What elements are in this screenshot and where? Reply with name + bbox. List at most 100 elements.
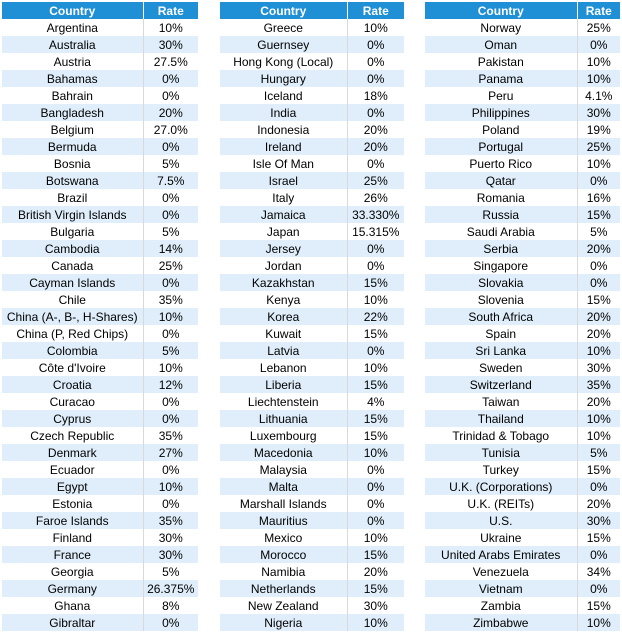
country-cell: Saudi Arabia (425, 223, 578, 240)
country-cell: Botswana (2, 172, 144, 189)
country-cell: South Africa (425, 308, 578, 325)
country-cell: Thailand (425, 410, 578, 427)
table-row: Malta 0% (220, 478, 404, 495)
country-cell: Ireland (220, 138, 348, 155)
country-cell: Canada (2, 257, 144, 274)
country-cell: Kazakhstan (220, 274, 348, 291)
country-cell: Curacao (2, 393, 144, 410)
table-row: Kenya 10% (220, 291, 404, 308)
rate-cell: 30% (577, 512, 620, 529)
table-body: Norway 25% Oman 0% Pakistan 10% Panama 10% Peru 4… (425, 19, 620, 631)
country-cell: Korea (220, 308, 348, 325)
rate-cell: 10% (577, 410, 620, 427)
rate-cell: 15% (577, 206, 620, 223)
table-row: Chile 35% (2, 291, 198, 308)
country-cell: Jersey (220, 240, 348, 257)
table-row: Bangladesh 20% (2, 104, 198, 121)
table-row: Bahrain 0% (2, 87, 198, 104)
country-cell: Germany (2, 580, 144, 597)
table-row: Ghana 8% (2, 597, 198, 614)
country-cell: British Virgin Islands (2, 206, 144, 223)
country-cell: Turkey (425, 461, 578, 478)
table-row: U.S. 30% (425, 512, 620, 529)
country-cell: Hungary (220, 70, 348, 87)
table-row: Taiwan 20% (425, 393, 620, 410)
rate-cell: 10% (347, 359, 404, 376)
rate-cell: 20% (577, 240, 620, 257)
country-cell: Denmark (2, 444, 144, 461)
table-row: Netherlands 15% (220, 580, 404, 597)
table-row: Thailand 10% (425, 410, 620, 427)
rate-cell: 0% (143, 70, 198, 87)
rate-cell: 0% (347, 155, 404, 172)
table-row: Georgia 5% (2, 563, 198, 580)
table-row: Bahamas 0% (2, 70, 198, 87)
table-row: Qatar 0% (425, 172, 620, 189)
table-row: Serbia 20% (425, 240, 620, 257)
rate-cell: 10% (347, 444, 404, 461)
country-cell: Jamaica (220, 206, 348, 223)
rate-cell: 10% (577, 614, 620, 631)
rate-cell: 30% (347, 597, 404, 614)
table-row: Slovenia 15% (425, 291, 620, 308)
country-cell: Cyprus (2, 410, 144, 427)
table-row: Romania 16% (425, 189, 620, 206)
rate-cell: 0% (143, 325, 198, 342)
table-row: Italy 26% (220, 189, 404, 206)
table-row: Liberia 15% (220, 376, 404, 393)
rate-cell: 10% (577, 53, 620, 70)
rate-cell: 19% (577, 121, 620, 138)
table-body: Argentina 10% Australia 30% Austria 27.5% Baha… (2, 19, 198, 631)
rate-cell: 15% (347, 546, 404, 563)
table-row: Guernsey 0% (220, 36, 404, 53)
country-cell: Vietnam (425, 580, 578, 597)
country-cell: Cambodia (2, 240, 144, 257)
rate-cell: 8% (143, 597, 198, 614)
rate-cell: 10% (577, 70, 620, 87)
rate-cell: 0% (143, 274, 198, 291)
country-cell: Ghana (2, 597, 144, 614)
country-cell: Bulgaria (2, 223, 144, 240)
rate-cell: 10% (577, 155, 620, 172)
table-row: Cambodia 14% (2, 240, 198, 257)
country-column-header: Country (220, 2, 348, 19)
rate-column-header: Rate (143, 2, 198, 19)
table-row: Kazakhstan 15% (220, 274, 404, 291)
table-row: Zimbabwe 10% (425, 614, 620, 631)
country-cell: Serbia (425, 240, 578, 257)
country-cell: Singapore (425, 257, 578, 274)
table-row: Brazil 0% (2, 189, 198, 206)
rate-cell: 0% (347, 104, 404, 121)
country-column-header: Country (2, 2, 144, 19)
table-row: Russia 15% (425, 206, 620, 223)
table-row: Saudi Arabia 5% (425, 223, 620, 240)
rate-cell: 16% (577, 189, 620, 206)
rate-cell: 0% (347, 257, 404, 274)
rate-cell: 0% (143, 495, 198, 512)
country-cell: Pakistan (425, 53, 578, 70)
rate-cell: 27.0% (143, 121, 198, 138)
rate-cell: 0% (143, 410, 198, 427)
country-cell: Panama (425, 70, 578, 87)
table-row: Ecuador 0% (2, 461, 198, 478)
country-cell: Guernsey (220, 36, 348, 53)
rate-cell: 5% (143, 563, 198, 580)
rate-cell: 0% (143, 87, 198, 104)
table-row: Latvia 0% (220, 342, 404, 359)
rate-cell: 0% (577, 257, 620, 274)
country-cell: Japan (220, 223, 348, 240)
rate-cell: 10% (143, 359, 198, 376)
country-cell: Portugal (425, 138, 578, 155)
country-cell: Brazil (2, 189, 144, 206)
rates-table-3: Country Rate Norway 25% Oman 0% Pakistan 10% P… (425, 2, 620, 631)
country-cell: Sri Lanka (425, 342, 578, 359)
rate-cell: 15% (347, 376, 404, 393)
country-cell: Côte d'Ivoire (2, 359, 144, 376)
table-row: Colombia 5% (2, 342, 198, 359)
table-row: Botswana 7.5% (2, 172, 198, 189)
table-row: Luxembourg 15% (220, 427, 404, 444)
rates-table-1: Country Rate Argentina 10% Australia 30% Aus… (2, 2, 198, 631)
country-cell: Netherlands (220, 580, 348, 597)
rate-cell: 10% (143, 19, 198, 36)
rate-cell: 0% (347, 495, 404, 512)
